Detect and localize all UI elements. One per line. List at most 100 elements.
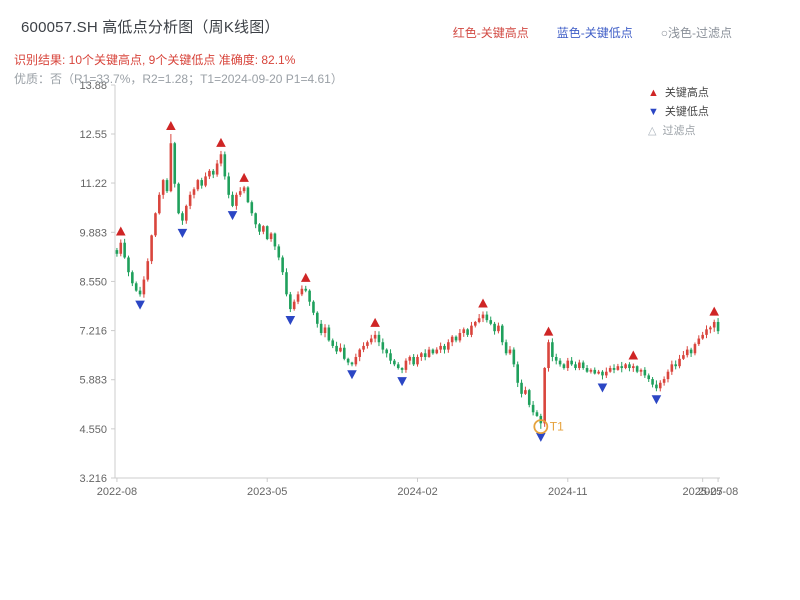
candle-body xyxy=(227,176,230,195)
candle-body xyxy=(408,356,412,361)
candle-body xyxy=(709,327,712,330)
x-tick-label: 2025-07 xyxy=(682,486,722,498)
candle-body xyxy=(466,329,469,335)
legend-item-label: 关键高点 xyxy=(664,87,709,99)
candle-body xyxy=(115,250,119,254)
top-legend: 红色-关键高点 蓝色-关键低点 ○浅色-过滤点 xyxy=(453,24,732,41)
candle-body xyxy=(335,345,338,352)
candle-body xyxy=(635,366,639,372)
candle-body xyxy=(300,288,304,295)
candle-body xyxy=(319,323,323,334)
candle-body xyxy=(512,349,516,365)
candle-body xyxy=(435,349,439,354)
candle-body xyxy=(520,382,523,394)
candle-body xyxy=(574,364,577,369)
page-title: 600057.SH 高低点分析图（周K线图） xyxy=(21,19,280,36)
candle-body xyxy=(277,246,281,258)
key-low-marker xyxy=(285,316,296,326)
candle-body xyxy=(589,369,593,372)
candle-body xyxy=(396,364,400,369)
candle-body xyxy=(682,355,685,359)
candle-body xyxy=(605,371,608,376)
candle-body xyxy=(200,180,204,186)
candle-body xyxy=(712,321,716,328)
candle-body xyxy=(420,353,423,357)
candle-body xyxy=(716,321,720,332)
legend-key-high-label: 红色-关键高点 xyxy=(452,26,529,40)
candle-body xyxy=(597,371,600,374)
candle-body xyxy=(393,360,396,365)
candle-body xyxy=(462,329,466,334)
y-tick-label: 7.216 xyxy=(79,326,107,338)
candle-body xyxy=(670,364,674,372)
candle-body xyxy=(458,333,462,341)
candle-body xyxy=(562,364,566,369)
candlestick-chart: 13.88 12.55 11.22 9.883 8.550 7.216 5.883 4.550… xyxy=(79,80,738,498)
candle-body xyxy=(620,366,624,369)
candle-body xyxy=(369,338,373,343)
x-tick-label: 2024-02 xyxy=(397,486,437,498)
candle-body xyxy=(254,213,257,225)
t1-annotation: T1 xyxy=(533,419,564,435)
candle-body xyxy=(342,347,346,359)
candle-body xyxy=(262,226,265,232)
candle-body xyxy=(624,364,627,369)
candle-body xyxy=(693,344,697,354)
candle-body xyxy=(570,360,573,365)
candle-body xyxy=(535,412,539,416)
candle-body xyxy=(265,226,269,240)
candle-body xyxy=(477,318,481,322)
candle-body xyxy=(474,321,477,326)
candle-body xyxy=(524,390,527,394)
candle-body xyxy=(246,187,250,203)
x-tick-label: 2022-08 xyxy=(97,486,137,498)
candle-body xyxy=(316,312,319,324)
candle-body xyxy=(327,327,331,341)
candle-body xyxy=(601,371,604,376)
x-tick-label: 2024-11 xyxy=(548,486,588,498)
candle-body xyxy=(674,364,677,367)
legend-item-key-high: ▲ 关键高点 xyxy=(648,88,709,99)
candle-body xyxy=(608,368,612,372)
recognition-result-text: 识别结果: 10个关键高点, 9个关键低点 准确度: 82.1% xyxy=(14,53,296,67)
candle-body xyxy=(439,345,442,350)
key-high-marker xyxy=(628,350,639,360)
candle-body xyxy=(412,356,415,365)
key-high-marker xyxy=(166,121,176,131)
candles xyxy=(115,134,720,429)
candle-body xyxy=(450,336,454,343)
x-tick-label: 2025-08 xyxy=(698,486,738,498)
candle-body xyxy=(354,356,358,365)
candle-body xyxy=(146,261,150,280)
candle-body xyxy=(427,349,431,357)
candle-body xyxy=(373,334,377,339)
key-high-markers xyxy=(115,121,720,360)
candle-body xyxy=(269,233,273,240)
candle-body xyxy=(123,242,126,258)
candle-body xyxy=(192,189,196,195)
candle-body xyxy=(127,257,130,273)
candle-body xyxy=(404,360,408,370)
candle-body xyxy=(215,163,219,175)
candle-body xyxy=(358,349,361,357)
candle-body xyxy=(666,371,670,380)
candle-body xyxy=(454,336,458,341)
candle-body xyxy=(350,362,354,365)
candle-body xyxy=(431,349,435,354)
y-tick-label: 3.216 xyxy=(79,473,107,485)
hollow-triangle-icon: △ xyxy=(648,125,657,137)
up-triangle-icon: ▲ xyxy=(648,87,659,99)
candle-body xyxy=(161,180,165,195)
candle-body xyxy=(219,154,223,164)
candle-body xyxy=(701,334,704,339)
candle-body xyxy=(173,143,177,184)
candle-body xyxy=(331,340,335,346)
key-low-marker xyxy=(651,395,662,405)
key-high-marker xyxy=(216,137,226,147)
candle-body xyxy=(362,345,365,350)
candle-body xyxy=(554,356,558,361)
candle-body xyxy=(242,187,246,192)
candle-body xyxy=(497,325,500,332)
candle-body xyxy=(385,349,388,354)
